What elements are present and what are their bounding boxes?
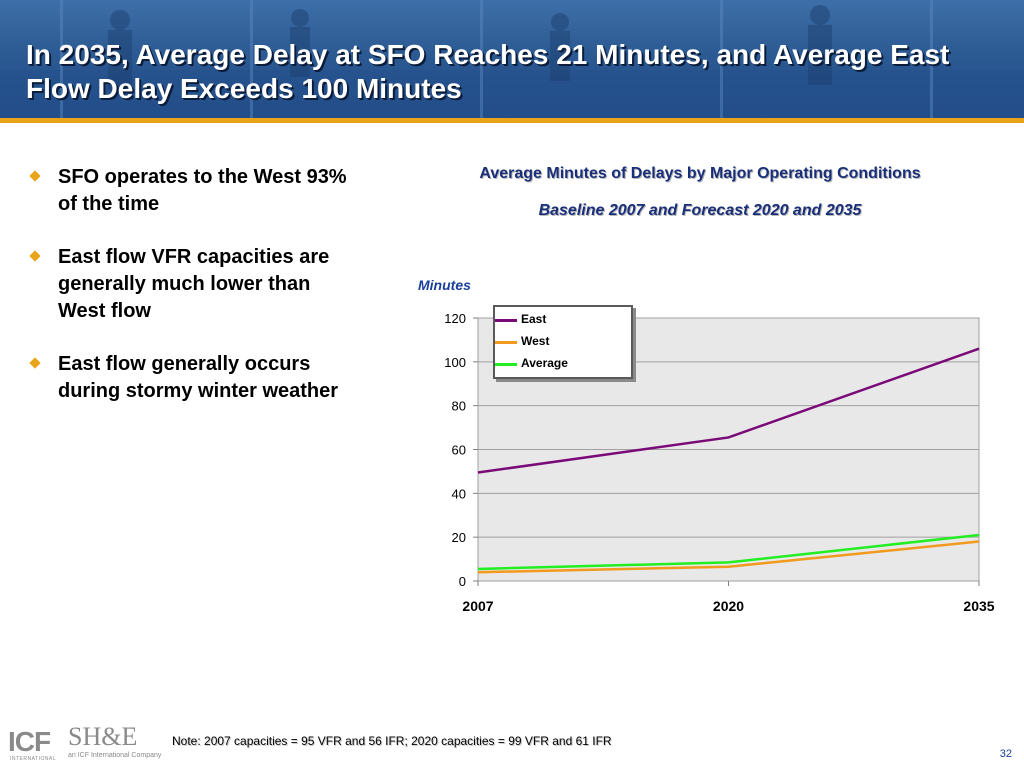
terminal-photo-background [0, 0, 1024, 118]
legend-label-average: Average [521, 356, 568, 370]
series-line-west [477, 540, 980, 574]
page-number: 32 [999, 748, 1012, 760]
y-tick-label: 80 [452, 399, 466, 414]
diamond-bullet-icon [29, 170, 41, 182]
bullet-text: East flow generally occurs during stormy… [58, 353, 339, 402]
legend-item-average: Average [495, 356, 568, 370]
bullet-item: East flow generally occurs during stormy… [28, 351, 358, 405]
x-tick-label: 2035 [963, 598, 994, 614]
series-line-east [477, 347, 980, 474]
y-tick-label: 120 [444, 311, 466, 326]
legend-item-west: West [495, 334, 550, 348]
legend-swatch-west [495, 341, 517, 344]
legend-item-east: East [495, 312, 547, 326]
slide-header: In 2035, Average Delay at SFO Reaches 21… [0, 0, 1024, 118]
she-logo-subtitle: an ICF International Company [68, 752, 162, 759]
y-tick-label: 100 [444, 355, 466, 370]
legend-label-west: West [521, 334, 550, 348]
slide-title: In 2035, Average Delay at SFO Reaches 21… [26, 39, 950, 104]
bullet-text: East flow VFR capacities are generally m… [58, 246, 330, 322]
footnote: Note: 2007 capacities = 95 VFR and 56 IF… [172, 734, 612, 748]
bullet-item: SFO operates to the West 93% of the time [28, 164, 358, 218]
y-tick-label: 60 [452, 443, 466, 458]
legend-swatch-average [495, 363, 517, 366]
chart-subtitle: Baseline 2007 and Forecast 2020 and 2035 [538, 202, 862, 219]
chart-title: Average Minutes of Delays by Major Opera… [479, 165, 921, 182]
bullet-list: SFO operates to the West 93% of the time… [28, 164, 358, 431]
header-accent-rule [0, 118, 1024, 123]
bullet-text: SFO operates to the West 93% of the time [58, 166, 347, 215]
icf-logo: ICF [8, 726, 51, 757]
y-tick-label: 40 [452, 486, 466, 501]
diamond-bullet-icon [29, 250, 41, 262]
diamond-bullet-icon [29, 357, 41, 369]
legend-label-east: East [521, 312, 547, 326]
y-axis-label: Minutes [418, 277, 471, 293]
delay-line-chart: 0 20 40 60 80 100 120 2007 2020 2035 [444, 311, 994, 614]
chart-legend: East West Average [493, 305, 633, 379]
she-logo: SH&E [68, 722, 138, 751]
y-tick-label: 20 [452, 530, 466, 545]
footer-logos: ICF INTERNATIONAL SH&E an ICF Internatio… [8, 722, 168, 762]
y-tick-label: 0 [459, 574, 466, 589]
icf-logo-subtitle: INTERNATIONAL [10, 756, 57, 762]
series-line-average [477, 533, 980, 571]
bullet-item: East flow VFR capacities are generally m… [28, 244, 358, 325]
x-tick-label: 2007 [462, 598, 493, 614]
x-tick-label: 2020 [713, 598, 744, 614]
legend-swatch-east [495, 319, 517, 322]
